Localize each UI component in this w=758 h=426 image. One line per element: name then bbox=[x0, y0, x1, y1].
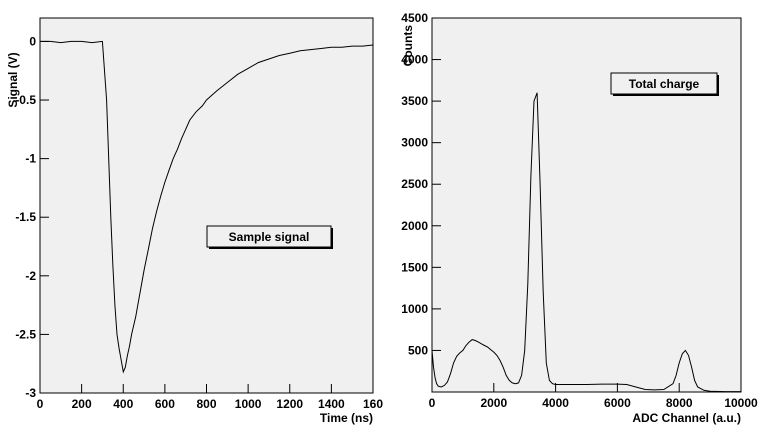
y-tick-label: 3500 bbox=[401, 94, 428, 108]
total-charge-chart: 500 1000 1500 2000 2500 3000 3500 4000 4500 0 200… bbox=[401, 11, 758, 425]
x-tick-label: 600 bbox=[155, 397, 175, 411]
y-tick-label: -3 bbox=[25, 386, 36, 400]
y-axis-title: Counts bbox=[401, 25, 415, 67]
x-tick-label: 0 bbox=[429, 396, 436, 410]
plot-area-background bbox=[39, 17, 374, 394]
x-tick-label: 1000 bbox=[235, 397, 262, 411]
x-tick-label: 0 bbox=[37, 397, 44, 411]
x-tick-label: 1200 bbox=[276, 397, 303, 411]
legend-label: Sample signal bbox=[229, 230, 310, 244]
y-tick-label: 1000 bbox=[401, 302, 428, 316]
y-tick-label: 1500 bbox=[401, 260, 428, 274]
y-tick-label: 2000 bbox=[401, 219, 428, 233]
x-axis-ticks: 0 200 400 600 800 1000 1200 1400 160 bbox=[37, 384, 383, 411]
x-tick-label: 1400 bbox=[318, 397, 345, 411]
x-tick-label: 6000 bbox=[604, 396, 631, 410]
x-tick-label: 200 bbox=[72, 397, 92, 411]
legend-label: Total charge bbox=[629, 77, 700, 91]
x-axis-ticks: 0 2000 4000 6000 8000 10000 bbox=[429, 383, 758, 410]
y-axis-ticks: 0 -0.5 -1 -1.5 -2 -2.5 -3 bbox=[15, 34, 49, 400]
x-tick-label: 10000 bbox=[724, 396, 758, 410]
x-tick-label: 800 bbox=[196, 397, 216, 411]
signal-series-line bbox=[40, 40, 374, 374]
y-tick-label: 4000 bbox=[401, 53, 428, 67]
x-tick-label: 2000 bbox=[480, 396, 507, 410]
y-axis-title: Signal (V) bbox=[6, 52, 20, 107]
y-tick-label: -2.5 bbox=[15, 327, 36, 341]
y-tick-label: 0 bbox=[29, 34, 36, 48]
sample-signal-chart: 0 -0.5 -1 -1.5 -2 -2.5 -3 0 200 400 600 800 1000 120… bbox=[6, 17, 383, 425]
y-tick-label: -0.5 bbox=[15, 93, 36, 107]
y-tick-label: 4500 bbox=[401, 11, 428, 25]
y-tick-label: 2500 bbox=[401, 177, 428, 191]
y-tick-label: -1 bbox=[25, 152, 36, 166]
x-axis-title: Time (ns) bbox=[320, 411, 373, 425]
y-axis-ticks: 500 1000 1500 2000 2500 3000 3500 4000 4500 bbox=[401, 11, 441, 357]
x-tick-label: 4000 bbox=[542, 396, 569, 410]
x-tick-label: 8000 bbox=[666, 396, 693, 410]
x-tick-label: 160 bbox=[363, 397, 383, 411]
legend-box: Sample signal bbox=[206, 225, 333, 249]
y-tick-label: -2 bbox=[25, 269, 36, 283]
y-tick-label: 3000 bbox=[401, 136, 428, 150]
charge-series-line bbox=[431, 92, 741, 393]
x-tick-label: 400 bbox=[113, 397, 133, 411]
y-tick-label: 500 bbox=[408, 343, 428, 357]
x-axis-title: ADC Channel (a.u.) bbox=[632, 411, 741, 425]
legend-box: Total charge bbox=[610, 72, 719, 96]
y-tick-label: -1.5 bbox=[15, 210, 36, 224]
